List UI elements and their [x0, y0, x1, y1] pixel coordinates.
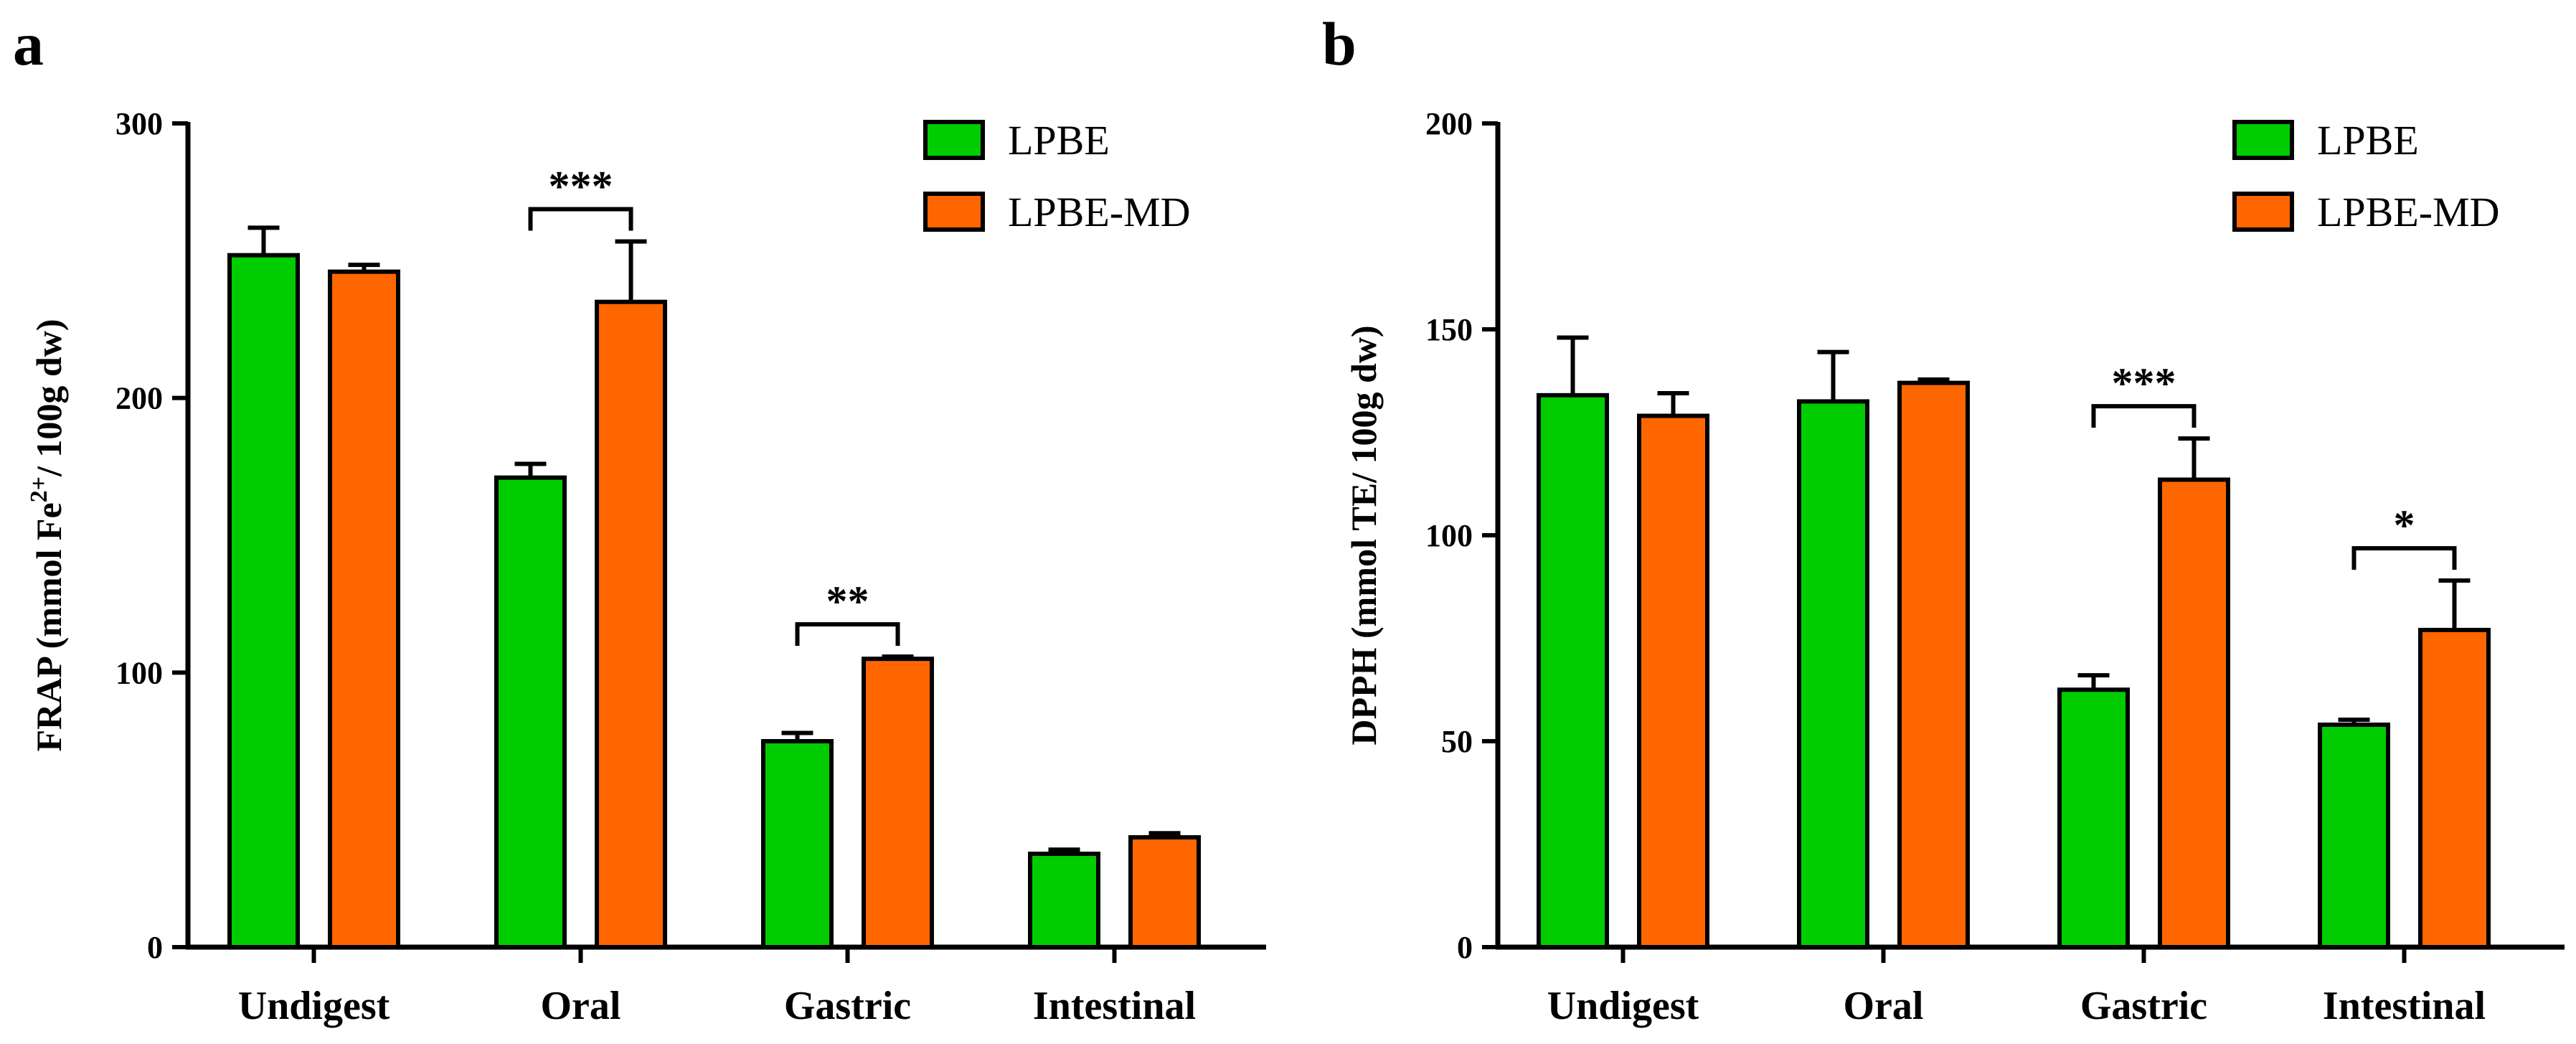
panel-a: a 0 100 200 300 FRAP (mmol Fe2+/ 100g dw) Undi… — [13, 9, 1266, 1028]
y-tick-label: 0 — [1457, 930, 1473, 965]
bar-lpbe-md-undigest — [328, 269, 400, 949]
bar-lpbe-oral — [494, 475, 567, 949]
legend-label: LPBE — [2317, 117, 2419, 164]
legend-swatch-lpbe-md — [2232, 192, 2294, 232]
bar-lpbe-md-undigest — [1637, 413, 1709, 949]
x-tick-label: Intestinal — [2323, 984, 2486, 1028]
bar-lpbe-md-oral — [1897, 380, 1970, 949]
significance-label: * — [2394, 502, 2415, 549]
significance-bracket — [795, 622, 900, 646]
significance-bracket — [528, 207, 633, 231]
y-tick-label: 150 — [1425, 312, 1473, 347]
legend-swatch-lpbe — [2232, 120, 2294, 160]
bar-lpbe-undigest — [227, 253, 300, 949]
y-tick-label: 200 — [1425, 106, 1473, 141]
bar-lpbe-intestinal — [2318, 723, 2390, 949]
significance-bracket — [2091, 404, 2197, 428]
significance-label: ** — [826, 578, 869, 625]
x-tick-label: Oral — [541, 984, 621, 1028]
significance-label: *** — [549, 163, 613, 210]
y-axis-title: DPPH (mmol TE/ 100g dw) — [1344, 325, 1384, 745]
panel-letter: b — [1322, 9, 1357, 78]
y-axis-title: FRAP (mmol Fe2+/ 100g dw) — [26, 319, 69, 752]
x-tick-label: Oral — [1844, 984, 1924, 1028]
bar-lpbe-md-intestinal — [1128, 834, 1201, 950]
significance-bracket — [2351, 546, 2457, 570]
y-tick-label: 200 — [115, 381, 163, 416]
y-tick-label: 300 — [115, 106, 163, 141]
panel-letter: a — [13, 9, 44, 78]
bar-lpbe-md-gastric — [2158, 477, 2230, 949]
x-tick-label: Gastric — [2080, 984, 2207, 1028]
legend-swatch-lpbe-md — [923, 192, 985, 232]
x-tick-label: Undigest — [1547, 984, 1699, 1028]
panel-b: b 0 50 100 150 200 DPPH (mmol TE/ 100g dw) Undi… — [1322, 9, 2565, 1028]
legend-swatch-lpbe — [923, 120, 985, 160]
y-tick-label: 0 — [147, 930, 163, 965]
legend-label: LPBE — [1008, 117, 1110, 164]
y-tick-label: 50 — [1441, 724, 1473, 759]
legend-label: LPBE-MD — [1008, 189, 1191, 235]
y-tick-label: 100 — [115, 655, 163, 690]
bar-lpbe-gastric — [761, 739, 834, 949]
bar-lpbe-md-oral — [595, 299, 667, 949]
bar-lpbe-oral — [1797, 399, 1869, 949]
x-tick-label: Intestinal — [1033, 984, 1196, 1028]
bar-lpbe-undigest — [1537, 392, 1609, 949]
x-tick-label: Gastric — [784, 984, 911, 1028]
bar-lpbe-md-intestinal — [2418, 628, 2491, 950]
significance-label: *** — [2112, 359, 2176, 407]
x-tick-label: Undigest — [238, 984, 390, 1028]
bar-lpbe-md-gastric — [862, 657, 934, 949]
bar-lpbe-intestinal — [1028, 851, 1100, 949]
bar-lpbe-gastric — [2057, 687, 2130, 949]
legend-label: LPBE-MD — [2317, 189, 2500, 235]
y-tick-label: 100 — [1425, 518, 1473, 553]
